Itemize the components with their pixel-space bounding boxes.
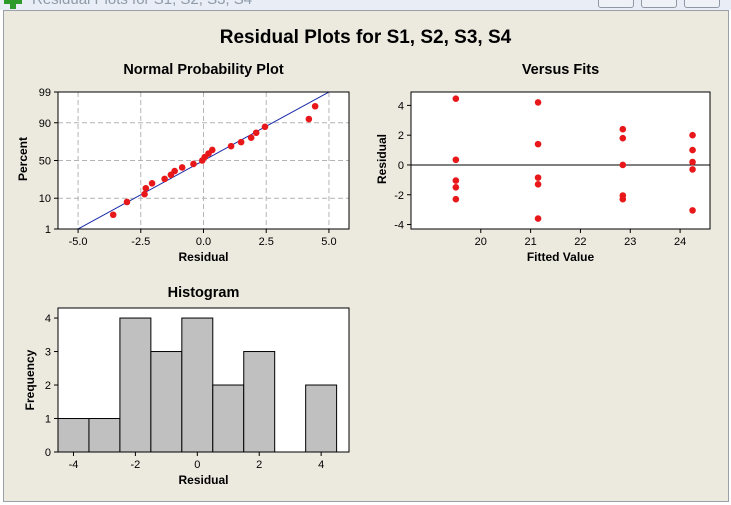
fits-point — [452, 195, 460, 203]
fits-xtick-label: 23 — [624, 236, 636, 248]
fits-frame — [410, 91, 711, 230]
npp-point — [252, 129, 260, 137]
fits-xtick-label: 22 — [574, 236, 586, 248]
npp-xlabel: Residual — [178, 250, 229, 264]
fits-point — [452, 177, 460, 184]
hist-xtick-label: -2 — [131, 459, 141, 471]
npp-point — [161, 175, 168, 183]
fits-point — [534, 181, 542, 188]
npp-ytick-label: 10 — [39, 193, 51, 205]
npp-xtick-label: 5.0 — [321, 236, 336, 248]
hist-xlabel: Residual — [178, 473, 229, 487]
close-button[interactable] — [684, 0, 720, 8]
hist-ytick-label: 3 — [45, 347, 51, 359]
hist-bar — [305, 384, 338, 453]
npp-point — [311, 102, 319, 110]
npp-point — [261, 123, 269, 131]
fits-point — [619, 134, 627, 142]
fits-ytick-label: 4 — [398, 100, 404, 112]
fits-point — [689, 207, 696, 214]
fits-point — [689, 131, 696, 139]
hist-bar — [119, 317, 152, 453]
hist-bar — [243, 351, 276, 453]
hist-ytick-label: 0 — [45, 447, 51, 459]
fits-plot-area — [411, 92, 710, 229]
npp-xtick-label: -2.5 — [131, 236, 150, 248]
fits-point — [452, 184, 460, 191]
npp-xtick-label: 0.0 — [196, 236, 211, 248]
fits-xlabel: Fitted Value — [526, 250, 595, 264]
npp-grid — [58, 92, 349, 229]
app-plus-icon — [4, 0, 22, 9]
hist-title: Histogram — [167, 285, 240, 301]
hist-xtick-label: 4 — [318, 459, 324, 471]
npp-point — [305, 115, 313, 123]
hist-bar — [150, 351, 183, 453]
npp-point — [141, 190, 148, 198]
maximize-button[interactable] — [641, 0, 677, 8]
npp-point — [109, 211, 117, 219]
fits-point — [452, 95, 460, 103]
npp-point — [178, 164, 186, 171]
hist-xtick-label: 0 — [194, 459, 200, 471]
npp-title: Normal Probability Plot — [123, 62, 284, 78]
fits-point — [689, 166, 696, 173]
fits-point — [534, 99, 542, 106]
npp-point — [171, 167, 178, 175]
hist-bar — [57, 418, 90, 453]
npp-ytick-label: 50 — [39, 156, 51, 168]
npp-ytick-label: 1 — [45, 224, 51, 236]
fits-point — [619, 195, 627, 203]
fits-point — [689, 146, 696, 154]
hist-bar — [212, 384, 245, 453]
npp-point — [237, 138, 245, 146]
hist-xtick-label: 2 — [256, 459, 262, 471]
hist-ytick-label: 2 — [45, 380, 51, 392]
fits-title: Versus Fits — [521, 62, 600, 78]
hist-ytick-label: 4 — [45, 313, 51, 325]
fits-ytick-label: 2 — [398, 130, 404, 142]
npp-point — [123, 198, 131, 206]
npp-ytick-label: 90 — [39, 118, 51, 130]
npp-point — [227, 142, 235, 150]
hist-frame — [57, 307, 350, 453]
fits-xtick-label: 20 — [475, 236, 487, 248]
npp-point — [208, 146, 216, 154]
title-bar: Residual Plots for S1, S2, S3, S4 — [0, 0, 731, 10]
hist-bar — [88, 418, 121, 453]
fits-point — [534, 140, 542, 148]
fits-point — [534, 174, 542, 181]
npp-ytick-label: 99 — [39, 87, 51, 99]
fits-point — [534, 215, 542, 222]
hist-bar — [181, 317, 214, 453]
fits-point — [689, 158, 696, 166]
window-title: Residual Plots for S1, S2, S3, S4 — [32, 0, 252, 8]
npp-point — [142, 184, 150, 192]
npp-point — [190, 160, 197, 168]
npp-point — [148, 179, 156, 187]
hist-xtick-label: -4 — [69, 459, 79, 471]
fits-point — [619, 125, 627, 133]
fits-point — [452, 156, 460, 164]
hist-ytick-label: 1 — [45, 414, 51, 426]
fits-ytick-label: 0 — [398, 160, 404, 172]
fits-ytick-label: -2 — [394, 190, 404, 202]
npp-xtick-label: -5.0 — [69, 236, 88, 248]
fits-xtick-label: 24 — [674, 236, 686, 248]
graph-title: Residual Plots for S1, S2, S3, S4 — [219, 27, 512, 48]
npp-xtick-label: 2.5 — [259, 236, 274, 248]
fits-point — [619, 161, 627, 169]
fits-ytick-label: -4 — [394, 220, 404, 232]
npp-point — [247, 134, 255, 142]
fits-xtick-label: 21 — [524, 236, 536, 248]
minimize-button[interactable] — [598, 0, 634, 8]
